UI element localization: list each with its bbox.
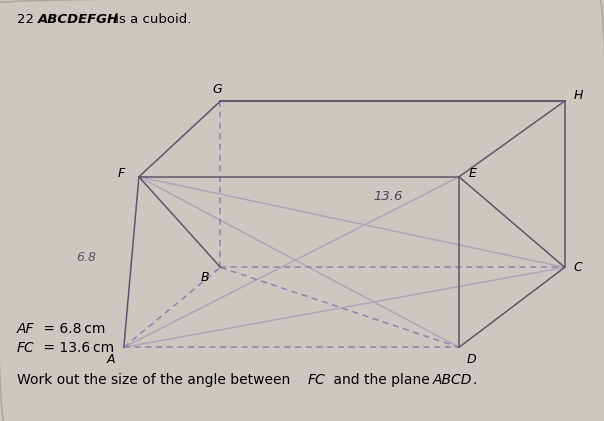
Text: ABCD: ABCD	[432, 373, 472, 386]
Text: is a cuboid.: is a cuboid.	[111, 13, 191, 26]
Text: and the plane: and the plane	[329, 373, 434, 386]
Text: = 6.8 cm: = 6.8 cm	[39, 322, 106, 336]
Text: AF: AF	[17, 322, 34, 336]
Text: G: G	[213, 83, 222, 96]
Text: FC: FC	[17, 341, 34, 355]
Text: 6.8: 6.8	[76, 251, 96, 264]
Text: C: C	[574, 261, 582, 274]
Text: A: A	[106, 354, 115, 366]
Text: F: F	[117, 167, 124, 180]
Text: .: .	[473, 373, 477, 386]
Text: FC: FC	[308, 373, 326, 386]
Text: 22: 22	[17, 13, 42, 26]
Text: D: D	[466, 353, 476, 365]
Text: Work out the size of the angle between: Work out the size of the angle between	[17, 373, 295, 386]
Text: B: B	[201, 272, 210, 284]
Text: E: E	[468, 167, 477, 180]
Text: = 13.6 cm: = 13.6 cm	[39, 341, 114, 355]
Text: H: H	[573, 90, 583, 102]
Text: ABCDEFGH: ABCDEFGH	[38, 13, 119, 26]
Text: 13.6: 13.6	[373, 190, 403, 203]
